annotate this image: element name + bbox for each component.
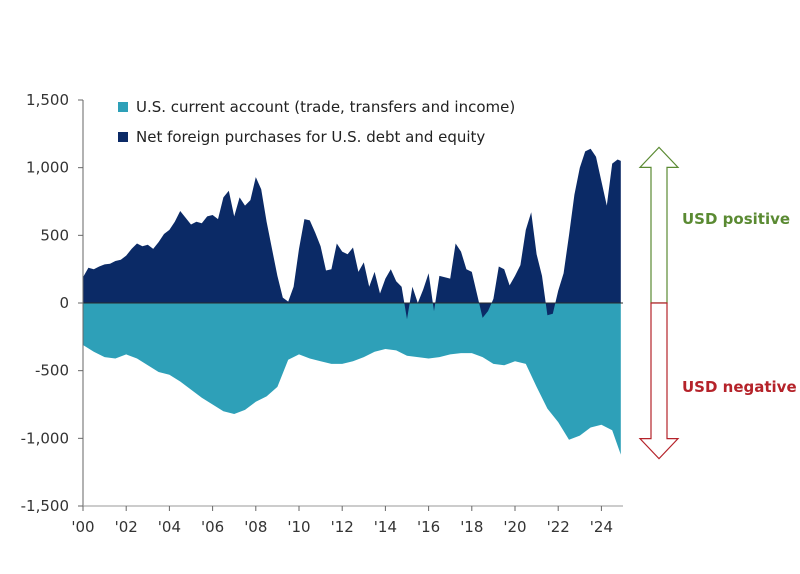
legend: U.S. current account (trade, transfers a…	[118, 98, 515, 146]
y-tick-label: -1,500	[21, 497, 69, 515]
y-tick-label: -1,000	[21, 429, 69, 447]
x-tick-label: '16	[417, 518, 440, 536]
x-tick-label: '14	[374, 518, 397, 536]
usd-annotations: USD positive USD negative	[638, 146, 797, 460]
area-current-account	[83, 303, 621, 455]
legend-label-net-foreign-purchases: Net foreign purchases for U.S. debt and …	[136, 128, 485, 146]
legend-swatch-current-account	[118, 102, 128, 112]
usd-negative-label: USD negative	[682, 378, 797, 396]
x-tick-label: '02	[115, 518, 138, 536]
x-tick-label: '00	[71, 518, 94, 536]
x-tick-label: '24	[590, 518, 613, 536]
plot-area	[83, 148, 623, 455]
y-tick-label: 0	[59, 294, 69, 312]
y-tick-label: -500	[35, 362, 69, 380]
x-tick-label: '04	[158, 518, 181, 536]
usd-positive-arrow	[638, 146, 680, 304]
x-axis-ticks: '00 '02 '04 '06 '08 '10 '12 '14 '16 '18 '20 '22 '24	[71, 506, 613, 536]
x-tick-label: '12	[331, 518, 354, 536]
usd-negative-arrow	[638, 302, 680, 460]
y-axis-ticks: 1,500 1,000 500 0 -500 -1,000 -1,500	[21, 91, 83, 515]
area-net-foreign-purchases	[83, 148, 621, 320]
x-tick-label: '10	[287, 518, 310, 536]
x-tick-label: '22	[547, 518, 570, 536]
legend-swatch-net-foreign-purchases	[118, 132, 128, 142]
y-tick-label: 500	[40, 226, 69, 244]
usd-positive-label: USD positive	[682, 210, 790, 228]
x-tick-label: '18	[460, 518, 483, 536]
y-tick-label: 1,000	[26, 159, 69, 177]
x-tick-label: '08	[244, 518, 267, 536]
y-tick-label: 1,500	[26, 91, 69, 109]
x-tick-label: '20	[503, 518, 526, 536]
legend-label-current-account: U.S. current account (trade, transfers a…	[136, 98, 515, 116]
x-tick-label: '06	[201, 518, 224, 536]
